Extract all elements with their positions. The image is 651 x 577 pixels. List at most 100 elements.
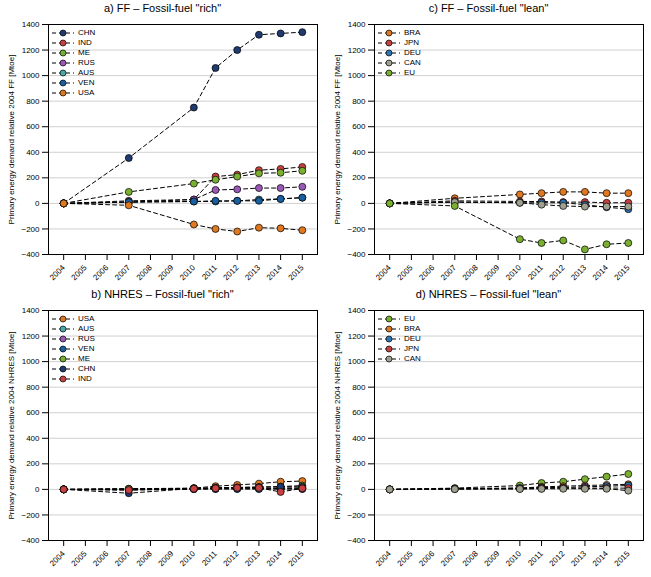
- svg-text:2005: 2005: [70, 549, 89, 568]
- svg-text:0: 0: [35, 485, 40, 494]
- svg-text:2009: 2009: [156, 549, 175, 568]
- svg-text:2011: 2011: [200, 549, 219, 568]
- html-text:CHN: CHN: [78, 28, 96, 37]
- svg-text:1400: 1400: [22, 306, 40, 315]
- svg-text:800: 800: [26, 383, 40, 392]
- svg-text:2013: 2013: [243, 549, 262, 568]
- svg-text:2006: 2006: [91, 263, 110, 282]
- svg-text:200: 200: [352, 459, 366, 468]
- svg-text:200: 200: [26, 173, 40, 182]
- svg-text:−200: −200: [347, 225, 366, 234]
- svg-text:2012: 2012: [222, 549, 241, 568]
- svg-text:−200: −200: [21, 511, 40, 520]
- svg-text:Primary energy demand relative: Primary energy demand relative 2004 FF […: [7, 55, 16, 225]
- svg-text:2010: 2010: [504, 263, 523, 282]
- svg-text:1400: 1400: [348, 306, 366, 315]
- svg-text:1000: 1000: [348, 357, 366, 366]
- html-text:d) NHRES – Fossil-fuel "lean": d) NHRES – Fossil-fuel "lean": [415, 288, 562, 300]
- svg-text:2005: 2005: [70, 263, 89, 282]
- svg-text:1000: 1000: [22, 357, 40, 366]
- svg-text:200: 200: [352, 173, 366, 182]
- svg-text:2009: 2009: [482, 263, 501, 282]
- svg-text:Primary energy demand relative: Primary energy demand relative 2004 FF […: [333, 55, 342, 225]
- svg-text:1400: 1400: [348, 20, 366, 29]
- svg-text:0: 0: [35, 199, 40, 208]
- svg-text:2012: 2012: [548, 263, 567, 282]
- svg-text:2007: 2007: [113, 263, 132, 282]
- svg-text:2004: 2004: [374, 549, 393, 568]
- svg-text:2010: 2010: [178, 549, 197, 568]
- svg-text:2013: 2013: [569, 263, 588, 282]
- svg-text:2011: 2011: [526, 549, 545, 568]
- html-text:a) FF – Fossil-fuel "rich": a) FF – Fossil-fuel "rich": [103, 2, 222, 14]
- svg-text:2010: 2010: [504, 549, 523, 568]
- svg-text:−400: −400: [347, 250, 366, 259]
- svg-text:200: 200: [26, 459, 40, 468]
- svg-text:600: 600: [352, 122, 366, 131]
- svg-text:600: 600: [352, 408, 366, 417]
- svg-text:−200: −200: [21, 225, 40, 234]
- svg-text:1200: 1200: [22, 46, 40, 55]
- html-text:ME: ME: [78, 48, 90, 57]
- html-text:RUS: RUS: [78, 58, 95, 67]
- svg-text:Primary energy demand relative: Primary energy demand relative 2004 NHRE…: [7, 331, 16, 519]
- svg-text:800: 800: [352, 97, 366, 106]
- svg-text:2014: 2014: [265, 549, 284, 568]
- svg-text:2007: 2007: [113, 549, 132, 568]
- svg-text:−400: −400: [21, 250, 40, 259]
- svg-text:−200: −200: [347, 511, 366, 520]
- svg-text:400: 400: [26, 434, 40, 443]
- svg-text:1400: 1400: [22, 20, 40, 29]
- svg-text:800: 800: [26, 97, 40, 106]
- svg-text:1200: 1200: [348, 46, 366, 55]
- svg-text:1000: 1000: [348, 71, 366, 80]
- svg-text:2008: 2008: [135, 263, 154, 282]
- svg-text:2015: 2015: [613, 549, 632, 568]
- svg-text:2015: 2015: [287, 549, 306, 568]
- svg-text:400: 400: [352, 434, 366, 443]
- svg-text:2013: 2013: [569, 549, 588, 568]
- svg-text:2006: 2006: [417, 549, 436, 568]
- svg-text:2014: 2014: [591, 549, 610, 568]
- svg-text:2006: 2006: [417, 263, 436, 282]
- html-text:c) FF – Fossil-fuel "lean": c) FF – Fossil-fuel "lean": [428, 2, 549, 14]
- html-text:b) NHRES – Fossil-fuel "rich": b) NHRES – Fossil-fuel "rich": [91, 288, 234, 300]
- svg-text:2014: 2014: [265, 263, 284, 282]
- svg-text:−400: −400: [347, 536, 366, 545]
- svg-text:400: 400: [26, 148, 40, 157]
- svg-text:2013: 2013: [243, 263, 262, 282]
- svg-text:800: 800: [352, 383, 366, 392]
- svg-text:2005: 2005: [396, 263, 415, 282]
- svg-text:2009: 2009: [482, 549, 501, 568]
- svg-text:2010: 2010: [178, 263, 197, 282]
- svg-text:2007: 2007: [439, 549, 458, 568]
- svg-text:2004: 2004: [48, 263, 67, 282]
- svg-text:Primary energy demand relative: Primary energy demand relative 2004 NHRE…: [333, 331, 342, 519]
- svg-text:600: 600: [26, 408, 40, 417]
- svg-text:−400: −400: [21, 536, 40, 545]
- svg-text:400: 400: [352, 148, 366, 157]
- svg-text:2004: 2004: [48, 549, 67, 568]
- svg-text:1200: 1200: [348, 332, 366, 341]
- svg-text:2015: 2015: [613, 263, 632, 282]
- svg-text:1200: 1200: [22, 332, 40, 341]
- svg-text:2006: 2006: [91, 549, 110, 568]
- svg-text:0: 0: [361, 199, 366, 208]
- svg-text:0: 0: [361, 485, 366, 494]
- svg-text:600: 600: [26, 122, 40, 131]
- svg-text:2008: 2008: [461, 549, 480, 568]
- svg-text:2011: 2011: [200, 263, 219, 282]
- svg-text:2005: 2005: [396, 549, 415, 568]
- svg-text:2007: 2007: [439, 263, 458, 282]
- svg-text:2009: 2009: [156, 263, 175, 282]
- svg-text:2008: 2008: [135, 549, 154, 568]
- svg-text:2014: 2014: [591, 263, 610, 282]
- svg-text:1000: 1000: [22, 71, 40, 80]
- svg-text:2012: 2012: [222, 263, 241, 282]
- svg-text:2015: 2015: [287, 263, 306, 282]
- svg-text:2011: 2011: [526, 263, 545, 282]
- svg-text:2008: 2008: [461, 263, 480, 282]
- svg-text:2004: 2004: [374, 263, 393, 282]
- svg-text:2012: 2012: [548, 549, 567, 568]
- html-text:IND: IND: [78, 38, 92, 47]
